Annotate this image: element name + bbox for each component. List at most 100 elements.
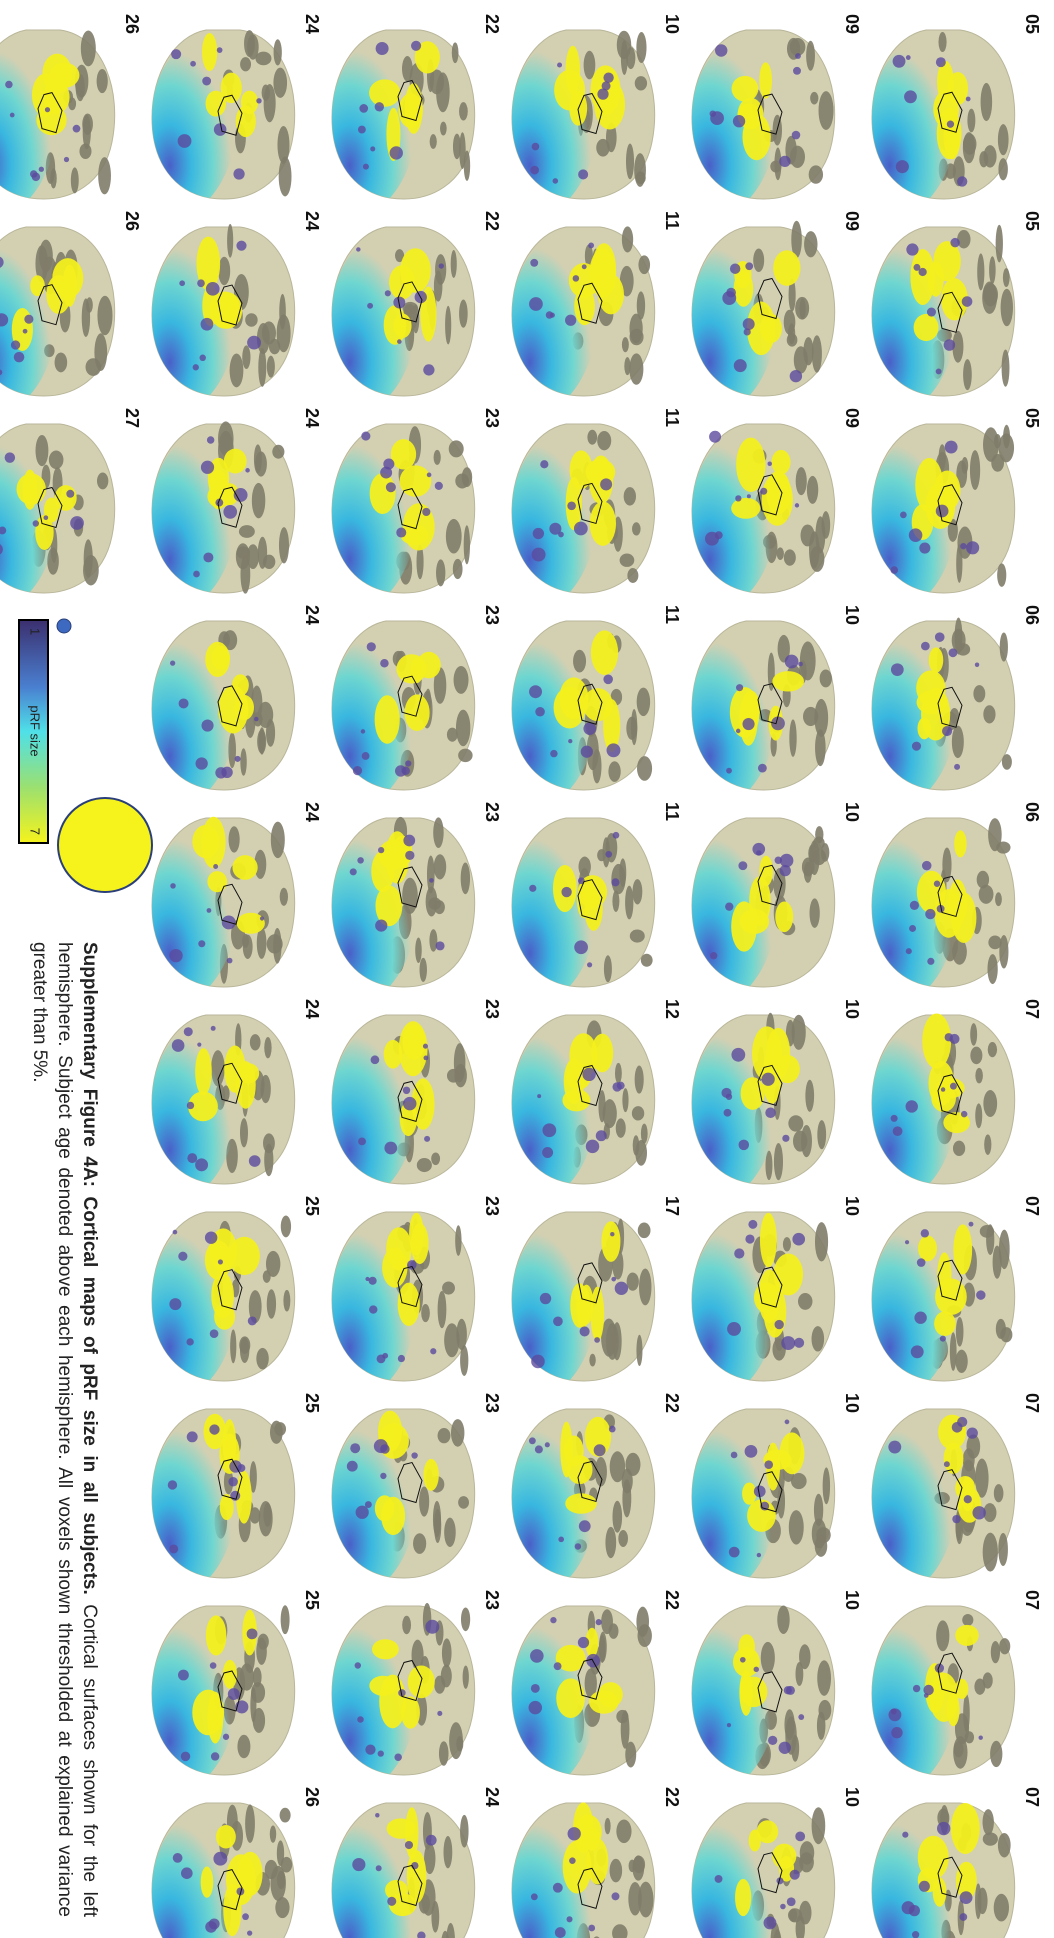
- small-prf-patch: [603, 675, 613, 685]
- sulcus: [638, 255, 650, 274]
- small-prf-patch: [911, 1345, 924, 1358]
- sulcus: [434, 854, 446, 879]
- subject-age: 11: [662, 802, 682, 821]
- small-prf-patch: [961, 1111, 967, 1117]
- cortical-surface: [512, 1802, 655, 1938]
- brain-panel: 05: [872, 408, 1042, 593]
- cortical-surface: [512, 1015, 655, 1184]
- sulcus: [253, 1708, 265, 1733]
- small-prf-patch: [558, 532, 564, 538]
- large-prf-patch: [929, 647, 944, 673]
- small-prf-patch: [785, 1420, 790, 1425]
- sulcus: [431, 1152, 440, 1165]
- large-prf-patch: [236, 105, 256, 137]
- small-prf-patch: [781, 1336, 795, 1350]
- sulcus: [784, 1709, 794, 1740]
- small-prf-patch: [355, 1662, 361, 1668]
- sulcus: [629, 353, 643, 384]
- small-prf-patch: [557, 62, 562, 67]
- sulcus: [272, 445, 284, 459]
- sulcus: [255, 52, 271, 66]
- small-prf-patch: [245, 468, 250, 473]
- cortical-surface: [692, 1409, 835, 1578]
- small-prf-patch: [425, 1620, 439, 1634]
- small-prf-patch: [210, 1329, 219, 1338]
- sulcus: [815, 1222, 828, 1261]
- brain-grid: 1 pRF size 7 050505060607070707070909091…: [0, 0, 1054, 1938]
- sulcus: [983, 427, 999, 462]
- small-prf-patch: [256, 98, 261, 103]
- small-prf-patch: [210, 1662, 217, 1669]
- subject-age: 07: [1022, 1196, 1042, 1216]
- cortical-surface: [512, 818, 655, 987]
- large-prf-patch: [237, 913, 265, 934]
- small-prf-patch: [568, 1827, 581, 1840]
- brain-panel: 10: [692, 1590, 862, 1775]
- small-prf-patch: [540, 1293, 551, 1304]
- small-prf-patch: [214, 123, 227, 136]
- cortical-surface: [332, 1409, 475, 1578]
- small-prf-patch: [787, 1897, 796, 1906]
- sulcus: [86, 358, 101, 376]
- small-prf-patch: [936, 505, 949, 518]
- small-prf-patch: [775, 857, 782, 864]
- small-prf-patch: [213, 864, 218, 869]
- small-prf-patch: [235, 756, 241, 762]
- small-prf-patch: [578, 1637, 589, 1648]
- brain-panel: 11: [512, 605, 682, 790]
- small-prf-patch: [609, 1426, 616, 1433]
- large-prf-patch: [775, 902, 793, 933]
- sulcus: [789, 1510, 804, 1545]
- sulcus: [820, 670, 832, 688]
- small-prf-patch: [710, 110, 717, 117]
- sulcus: [628, 1882, 641, 1916]
- brain-panel: 23: [332, 408, 502, 593]
- small-prf-patch: [402, 767, 410, 775]
- sulcus: [998, 1533, 1008, 1566]
- small-prf-patch: [184, 1027, 193, 1036]
- sulcus: [622, 337, 629, 352]
- sulcus: [632, 1106, 644, 1120]
- small-prf-patch: [935, 632, 945, 642]
- sulcus: [998, 158, 1007, 180]
- cortical-surface: [152, 1015, 295, 1184]
- brain-panel: 22: [512, 1393, 682, 1578]
- small-prf-patch: [580, 1326, 590, 1336]
- small-prf-patch: [171, 49, 181, 59]
- sulcus: [242, 345, 250, 369]
- small-prf-patch: [254, 717, 259, 722]
- small-prf-patch: [792, 1233, 805, 1246]
- brain-panel: 07: [872, 1196, 1042, 1381]
- large-prf-patch: [223, 1660, 237, 1689]
- sulcus: [434, 900, 445, 914]
- small-prf-patch: [359, 104, 368, 113]
- small-prf-patch: [532, 548, 546, 562]
- sulcus: [983, 1090, 997, 1117]
- small-prf-patch: [380, 659, 388, 667]
- large-prf-patch: [202, 33, 217, 71]
- small-prf-patch: [734, 359, 747, 372]
- large-prf-patch: [772, 671, 804, 691]
- brain-panel: 10: [692, 1196, 862, 1381]
- small-prf-patch: [594, 1444, 606, 1456]
- sulcus: [624, 357, 630, 375]
- sulcus: [605, 1818, 611, 1834]
- small-prf-patch: [358, 126, 366, 134]
- small-prf-patch: [786, 1686, 795, 1695]
- small-prf-patch: [607, 743, 621, 757]
- large-prf-patch: [30, 275, 45, 296]
- cortical-surface: [332, 621, 475, 790]
- small-prf-patch: [187, 1102, 194, 1109]
- small-prf-patch: [405, 760, 411, 766]
- sulcus: [240, 57, 251, 71]
- cortical-surface: [872, 1803, 1015, 1938]
- small-prf-patch: [734, 1248, 744, 1258]
- small-prf-patch: [902, 1832, 908, 1838]
- subject-age: 23: [482, 605, 502, 625]
- small-prf-patch: [568, 739, 572, 743]
- sulcus: [250, 1034, 261, 1050]
- large-prf-patch: [232, 855, 257, 880]
- subject-age: 24: [302, 14, 322, 34]
- small-prf-patch: [531, 1684, 540, 1693]
- subject-age: 25: [302, 1393, 322, 1413]
